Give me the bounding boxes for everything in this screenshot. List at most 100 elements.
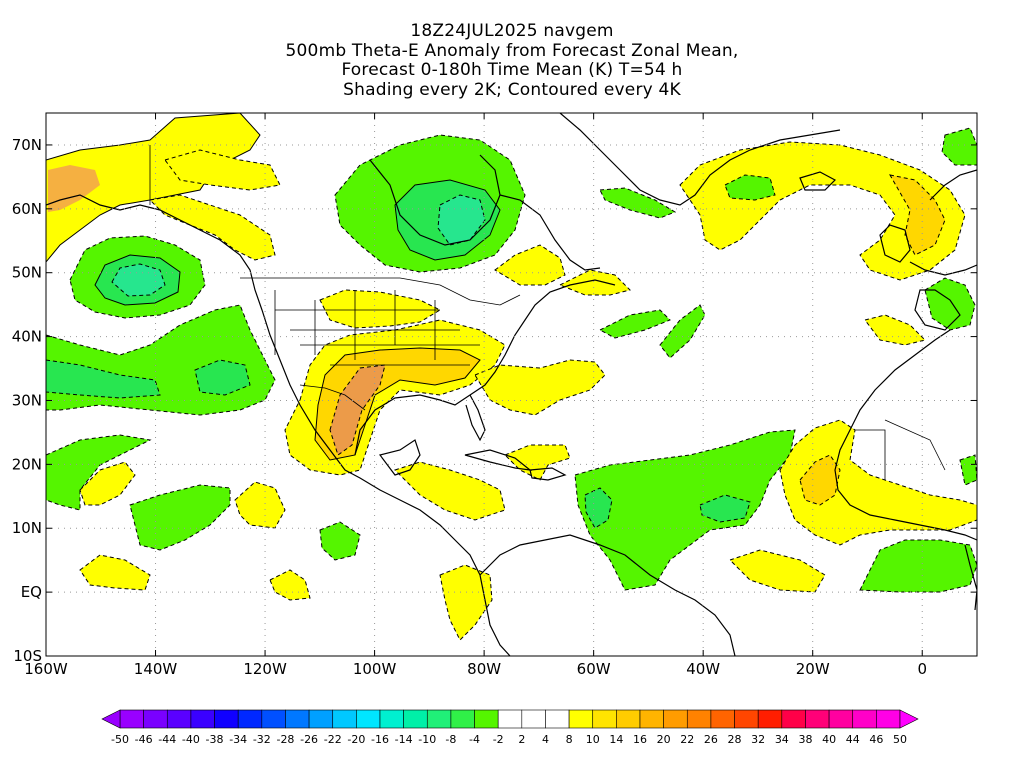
colorbar-label: 14 (609, 733, 623, 746)
coastline-yucatan (378, 439, 421, 476)
border-west-africa (855, 419, 946, 480)
shade-green-arctic-east (941, 127, 977, 166)
shade-yellow-south-atlantic (729, 549, 826, 593)
title-line-3: Forecast 0-180h Time Mean (K) T=54 h (341, 60, 683, 80)
colorbar-swatch (545, 709, 570, 729)
x-tick-label: 20W (796, 660, 830, 678)
colorbar-swatch (805, 709, 830, 729)
shade-green-tropical-atlantic (574, 429, 796, 591)
colorbar-label: 16 (633, 733, 647, 746)
y-tick-label: 30N (12, 391, 42, 409)
colorbar-label: 28 (728, 733, 742, 746)
coastline-africa-gulf (964, 544, 977, 611)
coastline-gulf-mexico (354, 279, 616, 456)
y-tick-label: 70N (12, 136, 42, 154)
coastline-hispaniola (529, 467, 567, 481)
coastline-europe (909, 261, 977, 276)
colorbar-label: -26 (300, 733, 318, 746)
shade-yellow-tropical-pacific-c (79, 554, 151, 591)
title-line-1: 18Z24JUL2025 navgem (410, 21, 614, 41)
coastline-british-isles (879, 224, 911, 263)
colorbar-swatch (474, 709, 499, 729)
colorbar-swatch (497, 709, 523, 729)
colorbar-swatch (237, 709, 263, 729)
colorbar-label: 46 (869, 733, 883, 746)
x-tick-label: 120W (243, 660, 287, 678)
coastline-greenland (559, 113, 841, 206)
map-frame (45, 112, 978, 657)
border-us-mexico (299, 384, 366, 411)
shade-green-tropical-pacific-center (129, 484, 231, 551)
shade-yellow-labrador (494, 244, 566, 286)
shade-yellow-bering (164, 149, 281, 191)
y-tick-label: 40N (12, 328, 42, 346)
shade-green-subtropical-pacific (46, 304, 276, 416)
colorbar-label: 38 (798, 733, 812, 746)
y-tick-label: 60N (12, 200, 42, 218)
colorbar-label: 40 (822, 733, 836, 746)
colorbar-label: -28 (276, 733, 294, 746)
colorbar-swatch (332, 709, 357, 729)
coastline-africa (834, 329, 977, 541)
colorbar-label: 4 (542, 733, 549, 746)
colorbar-swatch (190, 709, 215, 729)
shade-green-greenland-sea (724, 174, 776, 201)
colorbar-swatch (663, 709, 688, 729)
shade-green-mid-atlantic-b (659, 304, 706, 359)
y-axis: 70N 60N 50N 40N 30N 20N 10N EQ 10S (12, 136, 977, 665)
coastline-layer (46, 113, 977, 656)
shade-gold-west-africa (799, 454, 841, 506)
colorbar-label: 2 (518, 733, 525, 746)
shade-yellow-tropical-pacific-a (79, 461, 136, 506)
shade-green-gulf-guinea (859, 539, 977, 593)
shade-green-iberia (924, 277, 976, 331)
colorbar-swatch (119, 709, 144, 729)
shade-green-mid-atlantic-a (598, 309, 671, 339)
x-tick-label: 140W (134, 660, 178, 678)
colorbar-max-arrow (899, 709, 919, 729)
colorbar-swatch (852, 709, 877, 729)
colorbar-min-arrow (101, 709, 121, 729)
colorbar-swatch (450, 709, 475, 729)
x-tick-label: 160W (24, 660, 68, 678)
coastline-iceland (799, 171, 836, 191)
colorbar-label: -20 (347, 733, 365, 746)
colorbar-swatch (143, 709, 168, 729)
colorbar-label: 22 (680, 733, 694, 746)
coastline-florida (465, 394, 486, 442)
colorbar-label: 32 (751, 733, 765, 746)
colorbar-swatch (403, 709, 428, 729)
shade-yellow-midwest (319, 289, 442, 329)
colorbar-swatch (828, 709, 854, 729)
shade-yellow-iberia-west (864, 314, 926, 346)
colorbar-swatch (568, 709, 594, 729)
shade-gold-north-atlantic (889, 174, 946, 256)
shade-yellow-west-africa (779, 419, 977, 546)
colorbar: -50 -46 -44 -40 -38 -34 -32 -28 -26 -22 -20 -16 -14-… (101, 709, 919, 746)
colorbar-swatch (876, 709, 901, 729)
colorbar-label: -46 (135, 733, 153, 746)
title-line-4: Shading every 2K; Contoured every 4K (343, 79, 681, 100)
shade-yellow-atlantic-coast (474, 359, 606, 416)
colorbar-swatch (616, 709, 641, 729)
colorbar-label: -16 (371, 733, 389, 746)
colorbar-label: 20 (657, 733, 671, 746)
colorbar-swatch (734, 709, 759, 729)
colorbar-label: -2 (493, 733, 504, 746)
coastline-alaska (46, 194, 481, 576)
colorbar-label: 34 (775, 733, 789, 746)
colorbar-swatch (686, 709, 712, 729)
coastline-iberia (914, 289, 961, 331)
y-tick-label: 10N (12, 519, 42, 537)
colorbar-swatch (285, 709, 310, 729)
shade-teal-subtropical-east (194, 359, 251, 396)
shade-teal-tropical-atlantic (584, 487, 613, 529)
x-tick-label: 80W (467, 660, 501, 678)
y-tick-label: 50N (12, 264, 42, 282)
colorbar-swatch (379, 709, 404, 729)
colorbar-swatch (308, 709, 334, 729)
colorbar-swatch (356, 709, 381, 729)
shade-yellow-caribbean (394, 461, 506, 521)
coastline-hudson-bay (369, 154, 501, 246)
